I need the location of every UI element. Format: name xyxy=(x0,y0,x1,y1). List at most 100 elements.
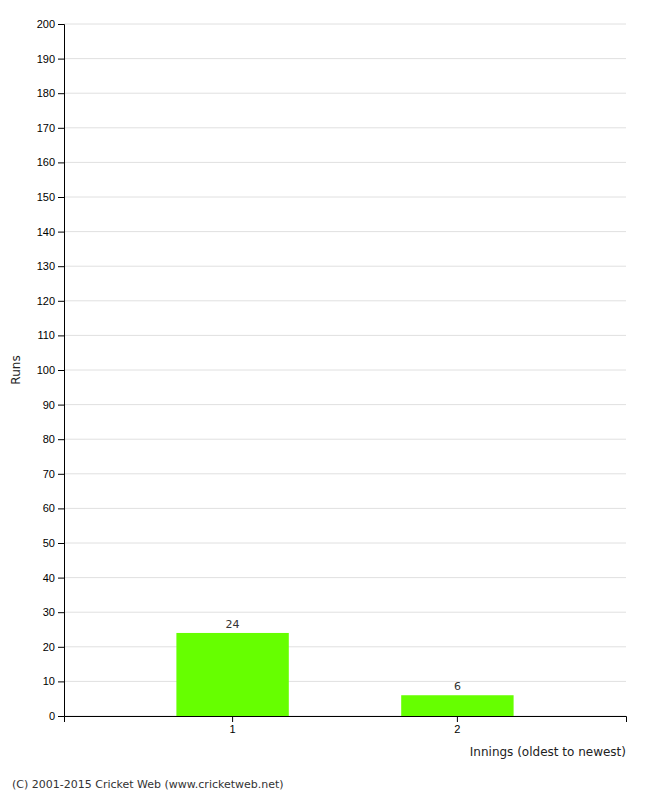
tick-mark xyxy=(58,508,64,509)
tick-label: 2 xyxy=(454,723,460,735)
grid-line xyxy=(64,404,626,405)
axis-line xyxy=(65,717,627,723)
tick: 30 xyxy=(43,606,64,618)
tick-label: 130 xyxy=(37,260,55,272)
tick: 130 xyxy=(37,260,64,272)
tick: 160 xyxy=(37,156,64,168)
tick-mark xyxy=(58,681,64,682)
grid-line xyxy=(64,24,626,25)
tick-mark xyxy=(58,439,64,440)
tick-mark xyxy=(58,59,64,60)
grid-line xyxy=(64,543,626,544)
tick-mark xyxy=(58,162,64,163)
tick: 140 xyxy=(37,226,64,238)
tick-label: 60 xyxy=(43,502,55,514)
tick: 40 xyxy=(43,572,64,584)
tick-mark xyxy=(58,405,64,406)
tick: 90 xyxy=(43,399,64,411)
grid-line xyxy=(64,612,626,613)
grid-line xyxy=(64,93,626,94)
tick: 10 xyxy=(43,675,64,687)
tick-mark xyxy=(58,370,64,371)
tick-mark xyxy=(58,197,64,198)
tick-label: 200 xyxy=(37,18,55,30)
tick-label: 10 xyxy=(43,675,55,687)
tick-mark xyxy=(58,232,64,233)
grid-line xyxy=(64,197,626,198)
bars xyxy=(176,633,513,716)
tick: 150 xyxy=(37,191,64,203)
tick: 80 xyxy=(43,433,64,445)
tick-mark xyxy=(58,612,64,613)
tick: 60 xyxy=(43,502,64,514)
grid-line xyxy=(64,127,626,128)
grid-line xyxy=(64,681,626,682)
tick: 180 xyxy=(37,87,64,99)
tick: 50 xyxy=(43,537,64,549)
y-axis-title: Runs xyxy=(9,355,23,384)
grid-line xyxy=(64,508,626,509)
grid-line xyxy=(64,577,626,578)
tick-mark xyxy=(58,301,64,302)
grid-line xyxy=(64,231,626,232)
tick: 170 xyxy=(37,122,64,134)
tick-label: 90 xyxy=(43,399,55,411)
tick-label: 70 xyxy=(43,468,55,480)
tick-label: 0 xyxy=(49,710,55,722)
tick-mark xyxy=(58,543,64,544)
tick-label: 120 xyxy=(37,295,55,307)
tick-mark xyxy=(58,578,64,579)
axis-line xyxy=(58,25,65,717)
tick-label: 50 xyxy=(43,537,55,549)
x-axis: 12 xyxy=(65,716,627,735)
x-axis-title: Innings (oldest to newest) xyxy=(470,745,626,759)
grid-line xyxy=(64,439,626,440)
grid xyxy=(64,24,626,716)
data-label: 24 xyxy=(226,618,240,631)
tick-mark xyxy=(58,647,64,648)
data-labels: 24 6 xyxy=(226,618,461,693)
tick-mark xyxy=(58,128,64,129)
tick-mark xyxy=(58,266,64,267)
tick: 2 xyxy=(454,716,460,735)
tick-mark xyxy=(457,716,458,722)
tick: 120 xyxy=(37,295,64,307)
tick-label: 30 xyxy=(43,606,55,618)
tick-label: 110 xyxy=(37,329,55,341)
tick-label: 150 xyxy=(37,191,55,203)
tick-label: 170 xyxy=(37,122,55,134)
tick-mark xyxy=(58,474,64,475)
tick-label: 40 xyxy=(43,572,55,584)
tick-label: 160 xyxy=(37,156,55,168)
bar xyxy=(401,695,513,716)
tick: 1 xyxy=(230,716,236,735)
tick-mark xyxy=(58,716,64,717)
tick-mark xyxy=(58,335,64,336)
tick-mark xyxy=(232,716,233,722)
tick: 0 xyxy=(49,710,64,722)
tick-label: 190 xyxy=(37,53,55,65)
plot: 0 10 20 30 40 50 60 70 80 90 100 110 120 130 140 150 160… xyxy=(9,18,627,759)
tick: 20 xyxy=(43,641,64,653)
grid-line xyxy=(64,335,626,336)
tick-label: 100 xyxy=(37,364,55,376)
bar xyxy=(176,633,288,716)
grid-line xyxy=(64,473,626,474)
tick-label: 140 xyxy=(37,226,55,238)
grid-line xyxy=(64,370,626,371)
tick: 100 xyxy=(37,364,64,376)
tick-label: 1 xyxy=(230,723,236,735)
y-axis: 0 10 20 30 40 50 60 70 80 90 100 110 120 130 140 150 160… xyxy=(37,18,65,722)
grid-line xyxy=(64,300,626,301)
tick-label: 20 xyxy=(43,641,55,653)
tick: 110 xyxy=(37,329,64,341)
grid-line xyxy=(64,646,626,647)
tick: 190 xyxy=(37,53,64,65)
tick-label: 80 xyxy=(43,433,55,445)
grid-line xyxy=(64,58,626,59)
tick-mark xyxy=(58,93,64,94)
chart: 0 10 20 30 40 50 60 70 80 90 100 110 120 130 140 150 160… xyxy=(0,0,650,800)
data-label: 6 xyxy=(454,680,461,693)
grid-line xyxy=(64,266,626,267)
tick-mark xyxy=(58,24,64,25)
